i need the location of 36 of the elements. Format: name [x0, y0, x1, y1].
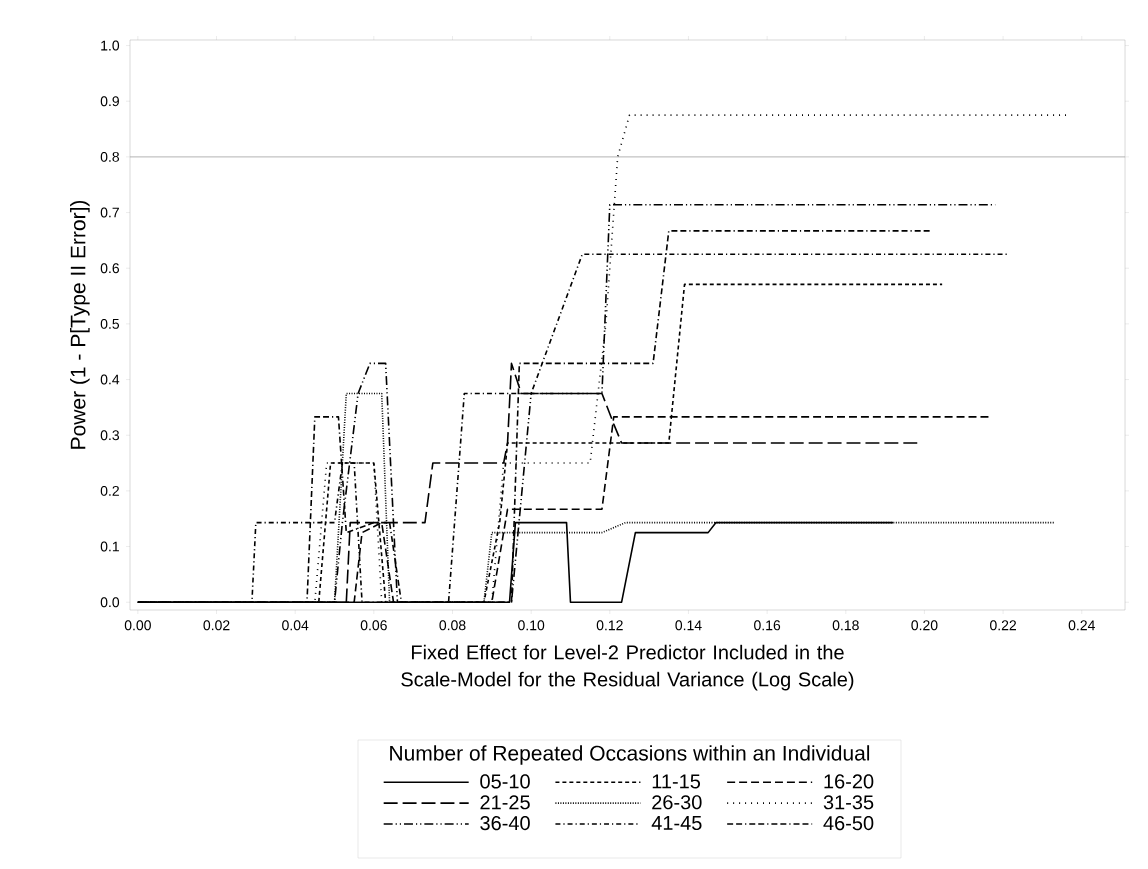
- legend-label: 11-15: [652, 774, 701, 789]
- legend-label: 36-40: [480, 816, 530, 831]
- y-tick-label: 0.1: [100, 541, 119, 552]
- legend-label: 05-10: [480, 774, 530, 789]
- legend-label: 26-30: [652, 795, 702, 810]
- y-tick-label: 1.0: [101, 40, 120, 51]
- x-tick-label: 0.14: [675, 620, 702, 631]
- y-tick-label: 0.4: [100, 374, 120, 385]
- x-axis-title: Fixed Effect for Level-2 Predictor Included in the Scale-Model for the Residual Variance (Log Scale): [401, 644, 854, 691]
- y-tick-label: 0.9: [100, 96, 119, 107]
- y-tick-label: 0.8: [100, 151, 120, 162]
- y-tick-label: 0.2: [100, 485, 119, 496]
- legend-label: 21-25: [480, 795, 530, 810]
- x-tick-label: 0.24: [1068, 620, 1095, 631]
- y-tick-label: 0.5: [100, 318, 120, 329]
- x-tick-label: 0.04: [282, 620, 309, 631]
- x-tick-label: 0.12: [596, 620, 623, 631]
- legend-label: 31-35: [823, 795, 874, 810]
- y-tick-label: 0.7: [100, 207, 119, 218]
- legend-title: Number of Repeated Occasions within an Individual: [390, 745, 870, 765]
- legend-label: 16-20: [824, 774, 874, 789]
- y-tick-label: 0.3: [100, 430, 120, 441]
- x-tick-label: 0.18: [832, 620, 859, 631]
- x-tick-label: 0.20: [911, 620, 938, 631]
- x-tick-label: 0.08: [439, 620, 466, 631]
- y-tick-label: 0.6: [100, 263, 120, 274]
- y-axis-title: Power (1 - P[Type II Error]): [70, 200, 90, 449]
- x-tick-label: 0.02: [203, 620, 230, 631]
- x-tick-label: 0.00: [124, 620, 151, 631]
- x-tick-label: 0.06: [360, 620, 387, 631]
- y-tick-label: 0.0: [100, 597, 120, 608]
- legend-label: 46-50: [823, 816, 874, 831]
- x-tick-label: 0.10: [518, 620, 545, 631]
- x-tick-label: 0.16: [754, 620, 781, 631]
- legend-label: 41-45: [651, 816, 702, 831]
- x-tick-label: 0.22: [990, 620, 1017, 631]
